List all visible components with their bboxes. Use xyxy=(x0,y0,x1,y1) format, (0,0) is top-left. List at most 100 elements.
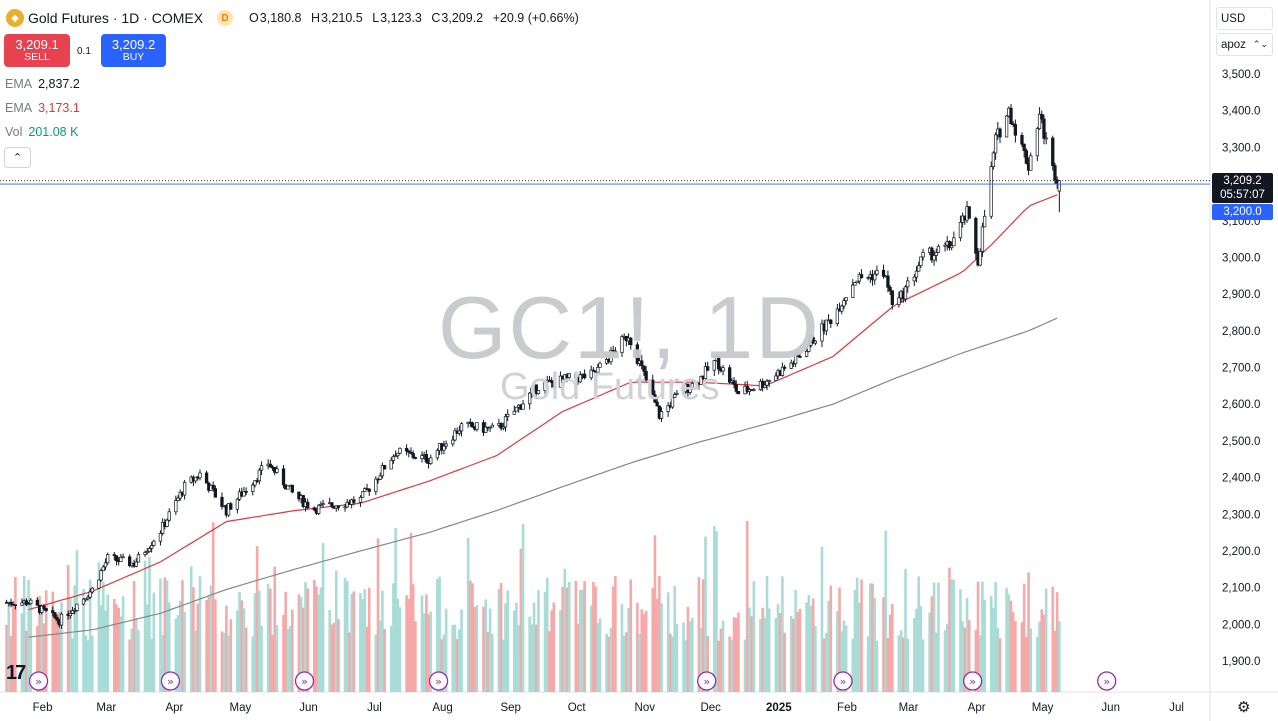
volume-bar xyxy=(807,595,811,692)
volume-bar xyxy=(482,606,485,692)
candle-body xyxy=(75,603,79,611)
candle-body xyxy=(147,548,152,552)
candle-body xyxy=(921,252,925,258)
volume-bar xyxy=(132,581,136,692)
unit-select[interactable]: apoz ⌃⌄ xyxy=(1216,33,1273,56)
volume-bar xyxy=(814,625,817,692)
volume-bar xyxy=(948,567,951,692)
candle-body xyxy=(589,369,593,379)
event-arrow-icon: » xyxy=(969,675,976,688)
candle-body xyxy=(881,269,886,277)
indicator-ema-slow[interactable]: EMA 2,837.2 xyxy=(5,77,80,91)
currency-value: USD xyxy=(1221,12,1246,25)
candle-body xyxy=(420,455,424,459)
volume-bar xyxy=(792,619,795,692)
volume-bar xyxy=(1038,621,1041,692)
volume-bar xyxy=(282,614,285,692)
volume-bar xyxy=(1022,583,1026,692)
volume-bar xyxy=(194,630,197,692)
volume-bar xyxy=(528,616,531,692)
candle-body xyxy=(1013,124,1018,136)
buy-label: BUY xyxy=(122,50,145,63)
y-tick-label: 2,900.0 xyxy=(1222,289,1260,301)
candle-body xyxy=(974,218,978,254)
volume-bar xyxy=(825,633,828,692)
candle-body xyxy=(1053,165,1057,181)
candle-body xyxy=(807,344,811,352)
volume-bar xyxy=(567,581,571,692)
symbol-watermark: GC1!, 1D xyxy=(438,278,821,377)
candle-body xyxy=(398,447,402,454)
candle-body xyxy=(121,556,125,559)
candle-body xyxy=(906,280,910,288)
volume-bar xyxy=(266,583,270,692)
candle-body xyxy=(165,519,169,527)
volume-bar xyxy=(286,628,290,692)
volume-bar xyxy=(328,609,331,692)
ohlc-readout: O3,180.8 H3,210.5 L3,123.3 C3,209.2 +20.… xyxy=(249,11,579,25)
candle-body xyxy=(835,308,840,324)
candle-body xyxy=(40,605,44,613)
gear-icon[interactable]: ⚙ xyxy=(1237,699,1251,716)
buy-button[interactable]: 3,209.2 BUY xyxy=(101,34,166,67)
volume-bar xyxy=(51,591,55,692)
candle-body xyxy=(499,423,503,429)
candle-body xyxy=(703,366,708,379)
volume-bar xyxy=(242,608,246,692)
event-marker-icon xyxy=(833,671,853,691)
ema-slow-line xyxy=(28,317,1058,638)
volume-bar xyxy=(651,587,655,692)
candle-body xyxy=(51,610,55,613)
volume-bar xyxy=(130,628,134,692)
candle-body xyxy=(993,134,998,154)
volume-bar xyxy=(732,617,736,692)
event-arrow-icon: » xyxy=(840,675,847,688)
collapse-legend-button[interactable]: ⌃ xyxy=(4,147,31,168)
y-tick-label: 3,500.0 xyxy=(1222,69,1260,81)
indicator-ema-fast[interactable]: EMA 3,173.1 xyxy=(5,101,80,115)
candle-body xyxy=(873,273,877,281)
y-tick-label: 2,200.0 xyxy=(1222,546,1260,558)
indicator-volume[interactable]: Vol 201.08 K xyxy=(5,125,78,139)
candle-body xyxy=(528,392,532,405)
candle-body xyxy=(530,387,534,394)
candle-body xyxy=(152,540,156,546)
volume-bar xyxy=(607,636,611,692)
volume-bar xyxy=(836,611,839,692)
candle-body xyxy=(930,247,934,261)
candle-body xyxy=(253,480,257,486)
volume-bar xyxy=(458,629,461,692)
candle-body xyxy=(59,613,64,626)
sell-button[interactable]: 3,209.1 SELL xyxy=(4,34,70,67)
volume-bar xyxy=(545,577,549,692)
volume-bar xyxy=(409,532,413,692)
candle-body xyxy=(453,430,457,441)
candle-body xyxy=(490,424,494,428)
volume-bar xyxy=(745,520,749,692)
candle-body xyxy=(503,416,508,428)
volume-bar xyxy=(750,616,753,692)
volume-bar xyxy=(981,581,984,692)
tradingview-logo[interactable]: 17 xyxy=(6,662,26,684)
candle-body xyxy=(382,465,387,470)
candle-body xyxy=(429,457,433,464)
volume-bar xyxy=(759,619,762,692)
candle-body xyxy=(712,360,716,371)
volume-bar xyxy=(44,590,48,692)
candle-body xyxy=(717,355,721,370)
volume-bar xyxy=(1025,637,1028,692)
candle-body xyxy=(424,454,429,463)
candle-body xyxy=(281,468,286,486)
volume-bar xyxy=(5,624,8,692)
candle-body xyxy=(86,596,90,600)
candle-body xyxy=(934,252,938,256)
volume-bar xyxy=(38,596,41,692)
candle-body xyxy=(917,265,921,272)
symbol-title[interactable]: Gold Futures · 1D · COMEX xyxy=(28,10,204,26)
candle-body xyxy=(198,472,202,479)
volume-bar xyxy=(225,605,228,692)
currency-select[interactable]: USD xyxy=(1216,7,1273,30)
volume-bar xyxy=(581,589,584,692)
volume-bar xyxy=(543,591,547,692)
